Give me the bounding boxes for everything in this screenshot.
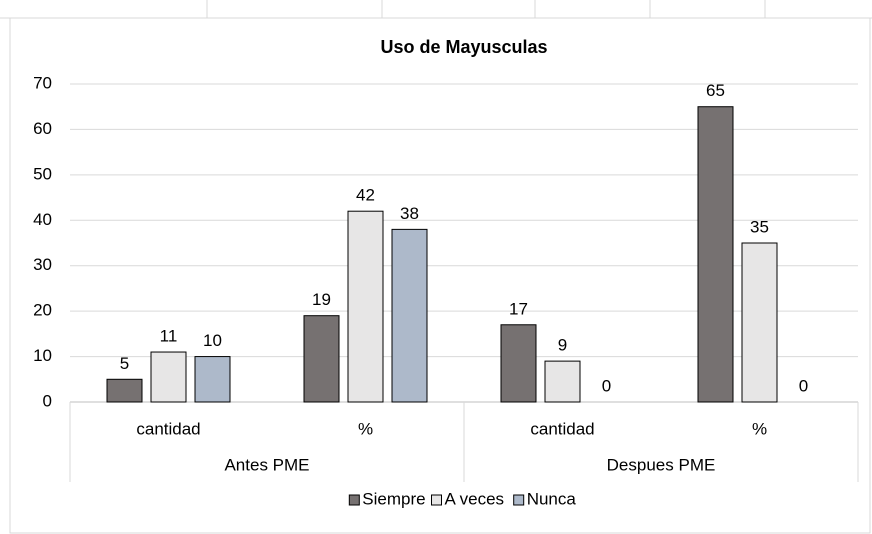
x-tick-label: % xyxy=(358,419,373,438)
chart-title: Uso de Mayusculas xyxy=(380,37,547,57)
y-tick-label: 0 xyxy=(43,391,52,410)
bar xyxy=(106,378,143,403)
y-tick-label: 60 xyxy=(33,119,52,138)
data-label: 17 xyxy=(509,299,528,318)
y-tick-label: 10 xyxy=(33,346,52,365)
legend-label: Nunca xyxy=(527,489,577,508)
data-label: 10 xyxy=(203,331,222,350)
data-label: 65 xyxy=(706,81,725,100)
data-label: 0 xyxy=(799,376,808,395)
y-tick-label: 30 xyxy=(33,255,52,274)
data-label: 38 xyxy=(400,204,419,223)
legend-swatch xyxy=(513,494,525,506)
group-label: Despues PME xyxy=(607,455,716,474)
sheet-cells xyxy=(0,0,872,19)
bar xyxy=(500,324,537,403)
data-label: 5 xyxy=(120,354,129,373)
bar xyxy=(150,351,187,403)
y-tick-label: 50 xyxy=(33,164,52,183)
bar xyxy=(697,106,734,403)
legend-label: Siempre xyxy=(362,489,425,508)
legend-label: A veces xyxy=(445,489,505,508)
legend-swatch xyxy=(431,494,442,506)
data-label: 0 xyxy=(602,376,611,395)
x-tick-label: cantidad xyxy=(136,419,200,438)
bar xyxy=(194,356,231,403)
data-label: 19 xyxy=(312,290,331,309)
legend-swatch xyxy=(348,494,360,506)
x-tick-label: cantidad xyxy=(530,419,594,438)
bar xyxy=(303,315,340,403)
y-tick-label: 20 xyxy=(33,301,52,320)
y-tick-label: 40 xyxy=(33,210,52,229)
bar xyxy=(544,360,581,403)
data-label: 35 xyxy=(750,217,769,236)
y-tick-label: 70 xyxy=(33,73,52,92)
bar xyxy=(347,210,384,403)
data-label: 42 xyxy=(356,186,375,205)
chart-area xyxy=(9,17,871,534)
bar xyxy=(391,228,428,403)
data-label: 11 xyxy=(160,327,178,346)
x-tick-label: % xyxy=(752,419,767,438)
bar xyxy=(741,242,778,403)
data-label: 9 xyxy=(558,336,567,355)
group-label: Antes PME xyxy=(224,455,309,474)
